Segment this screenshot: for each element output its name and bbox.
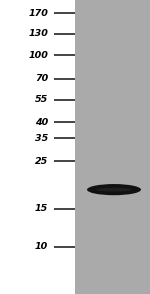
Text: 170: 170 bbox=[28, 9, 48, 18]
Text: 130: 130 bbox=[28, 29, 48, 38]
Text: 70: 70 bbox=[35, 74, 48, 83]
Ellipse shape bbox=[96, 188, 132, 192]
Bar bbox=[0, 0, 75, 294]
Text: 25: 25 bbox=[35, 157, 48, 166]
Bar bbox=[75, 0, 150, 294]
Text: 100: 100 bbox=[28, 51, 48, 60]
Text: 40: 40 bbox=[35, 118, 48, 126]
Text: 15: 15 bbox=[35, 204, 48, 213]
Text: 35: 35 bbox=[35, 134, 48, 143]
Text: 10: 10 bbox=[35, 243, 48, 251]
Ellipse shape bbox=[87, 184, 141, 195]
Text: 55: 55 bbox=[35, 96, 48, 104]
